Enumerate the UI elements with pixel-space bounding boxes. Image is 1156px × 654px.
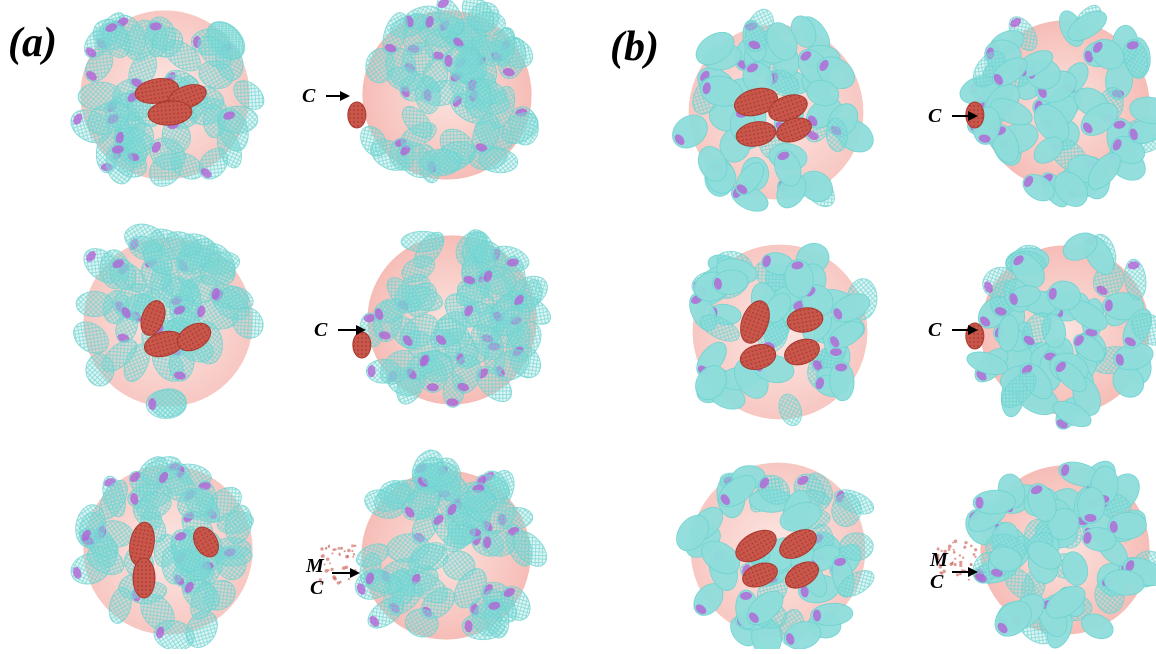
cluster-a-row2-interior [73, 223, 264, 419]
arrow-b-row3 [952, 567, 978, 577]
arrow-a-row3 [332, 568, 360, 578]
cluster-b-row3-interior [676, 462, 875, 654]
cluster-a-row1-interior [70, 10, 265, 187]
cluster-a-row1-exterior [347, 0, 539, 184]
inner-particle [735, 121, 777, 147]
marker-c-b-row3: C [930, 571, 944, 593]
marker-m-b-row3: M [930, 549, 948, 571]
inner-particle [786, 307, 824, 333]
cluster-a-row2-exterior [352, 229, 551, 408]
marker-c-b-row2: C [928, 319, 942, 341]
marker-c-b-row1: C [928, 105, 942, 127]
inner-particle [779, 529, 817, 559]
arrow-a-row1 [326, 91, 350, 101]
arrow-a-row2 [338, 325, 366, 335]
inner-particle [733, 87, 779, 117]
inner-particle [776, 117, 812, 143]
inner-particle [735, 529, 777, 563]
inner-particle [132, 557, 156, 599]
inner-particle [739, 344, 777, 370]
cluster-b-row2-interior [689, 242, 878, 427]
marker-c-a-row3: C [310, 577, 324, 599]
inner-particle [140, 300, 166, 336]
cluster-b-row1-interior [672, 8, 874, 212]
cluster-b-row2-exterior [965, 232, 1156, 430]
cluster-b-row1-exterior [959, 4, 1156, 208]
marker-m-a-row3: M [306, 555, 324, 577]
escaping-particle [347, 101, 367, 129]
inner-particle [193, 526, 219, 558]
inner-particle [176, 322, 212, 352]
panel-label-a: (a) [8, 20, 57, 66]
inner-particle [740, 300, 770, 344]
inner-particle [147, 100, 193, 126]
marker-c-a-row1: C [302, 85, 316, 107]
escaping-particle [352, 331, 372, 359]
arrow-b-row2 [952, 325, 978, 335]
panel-label-b: (b) [610, 24, 659, 70]
marker-c-a-row2: C [314, 319, 328, 341]
inner-particle [784, 561, 820, 589]
inner-particle [742, 562, 778, 588]
cluster-a-row3-exterior [318, 449, 548, 641]
cluster-a-row3-interior [70, 456, 254, 651]
arrow-b-row1 [952, 111, 978, 121]
cluster-b-row3-exterior [936, 460, 1156, 649]
inner-particle [784, 338, 820, 366]
